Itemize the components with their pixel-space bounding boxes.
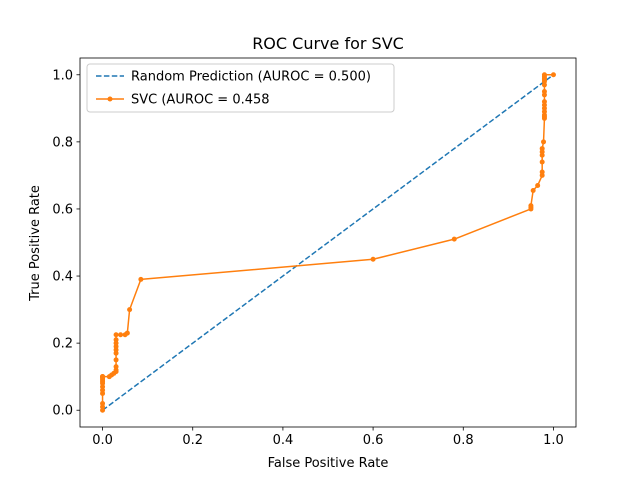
y-tick-label: 1.0 <box>52 68 73 83</box>
y-tick-label: 0.8 <box>52 135 73 150</box>
series-point <box>541 139 547 145</box>
chart-title: ROC Curve for SVC <box>252 34 404 53</box>
axes: 0.0 0.2 0.4 0.6 0.8 1.0 0.0 0.2 0.4 0.6 0.8 1.0 <box>52 57 577 448</box>
series-point <box>370 256 376 262</box>
series-point <box>451 236 457 242</box>
series-point <box>528 203 534 209</box>
series-point <box>100 401 106 407</box>
series-point <box>113 364 119 370</box>
legend-marker-1 <box>107 96 113 102</box>
series-point <box>113 337 119 343</box>
series-point <box>541 72 547 78</box>
y-tick-label: 0.2 <box>52 337 73 352</box>
y-tick-label: 0.6 <box>52 202 73 217</box>
series-point <box>539 159 545 165</box>
x-tick-label: 0.0 <box>92 433 113 448</box>
legend: Random Prediction (AUROC = 0.500) SVC (AU… <box>86 63 395 113</box>
x-tick-label: 0.2 <box>182 433 203 448</box>
series-point <box>541 99 547 105</box>
series-point <box>550 72 556 78</box>
x-tick-label: 1.0 <box>543 433 564 448</box>
plot-area <box>100 72 556 413</box>
x-tick-label: 0.6 <box>363 433 384 448</box>
axes-frame <box>79 57 577 428</box>
legend-label-0: Random Prediction (AUROC = 0.500) <box>131 70 371 85</box>
series-point <box>100 374 106 380</box>
series-point <box>113 357 119 363</box>
series-point <box>124 330 130 336</box>
series-line-0 <box>102 74 554 411</box>
series-point <box>539 169 545 175</box>
series-point <box>539 146 545 152</box>
x-tick-label: 0.4 <box>273 433 294 448</box>
series-point <box>535 182 541 188</box>
series-point <box>127 307 133 313</box>
x-axis-label: False Positive Rate <box>268 456 389 471</box>
y-tick-label: 0.4 <box>52 270 73 285</box>
y-tick-label: 0.0 <box>52 404 73 419</box>
series-point <box>530 188 536 193</box>
series-point <box>138 276 144 282</box>
legend-box <box>86 63 395 113</box>
x-tick-label: 0.8 <box>453 433 474 448</box>
series-point <box>541 89 547 95</box>
series-point <box>113 332 119 338</box>
legend-label-1: SVC (AUROC = 0.458 <box>131 93 270 108</box>
series-point <box>118 332 124 338</box>
y-axis-label: True Positive Rate <box>28 185 43 302</box>
